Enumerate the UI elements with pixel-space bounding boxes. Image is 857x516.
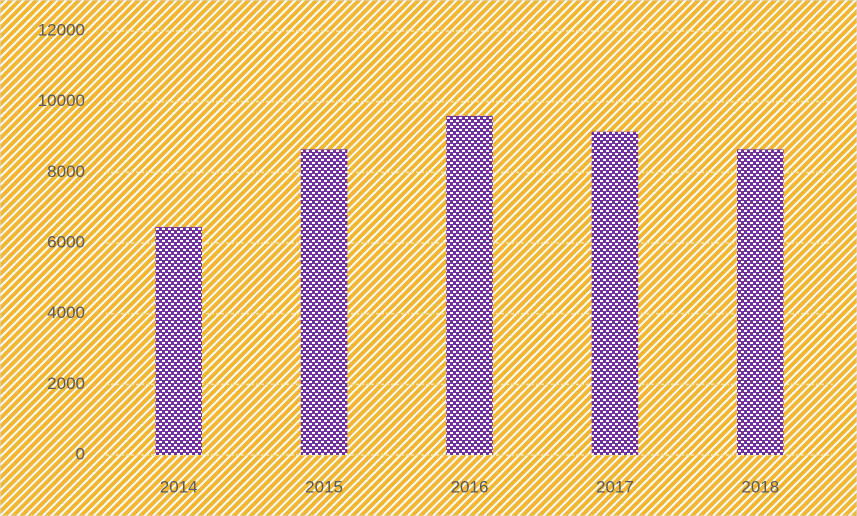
y-tick-label: 2000 <box>47 374 85 393</box>
y-tick-label: 0 <box>76 444 85 463</box>
y-tick-label: 10000 <box>38 91 85 110</box>
y-tick-label: 4000 <box>47 303 85 322</box>
bar <box>155 227 202 455</box>
y-tick-label: 8000 <box>47 162 85 181</box>
x-tick-label: 2015 <box>305 477 343 496</box>
x-tick-label: 2018 <box>741 477 779 496</box>
bar <box>591 131 639 455</box>
x-tick-label: 2017 <box>596 477 634 496</box>
y-tick-label: 12000 <box>38 20 85 39</box>
bar <box>737 149 784 455</box>
y-tick-label: 6000 <box>47 232 85 251</box>
x-tick-label: 2016 <box>451 477 489 496</box>
x-tick-label: 2014 <box>160 477 198 496</box>
bar <box>300 149 348 455</box>
bar <box>446 115 493 456</box>
